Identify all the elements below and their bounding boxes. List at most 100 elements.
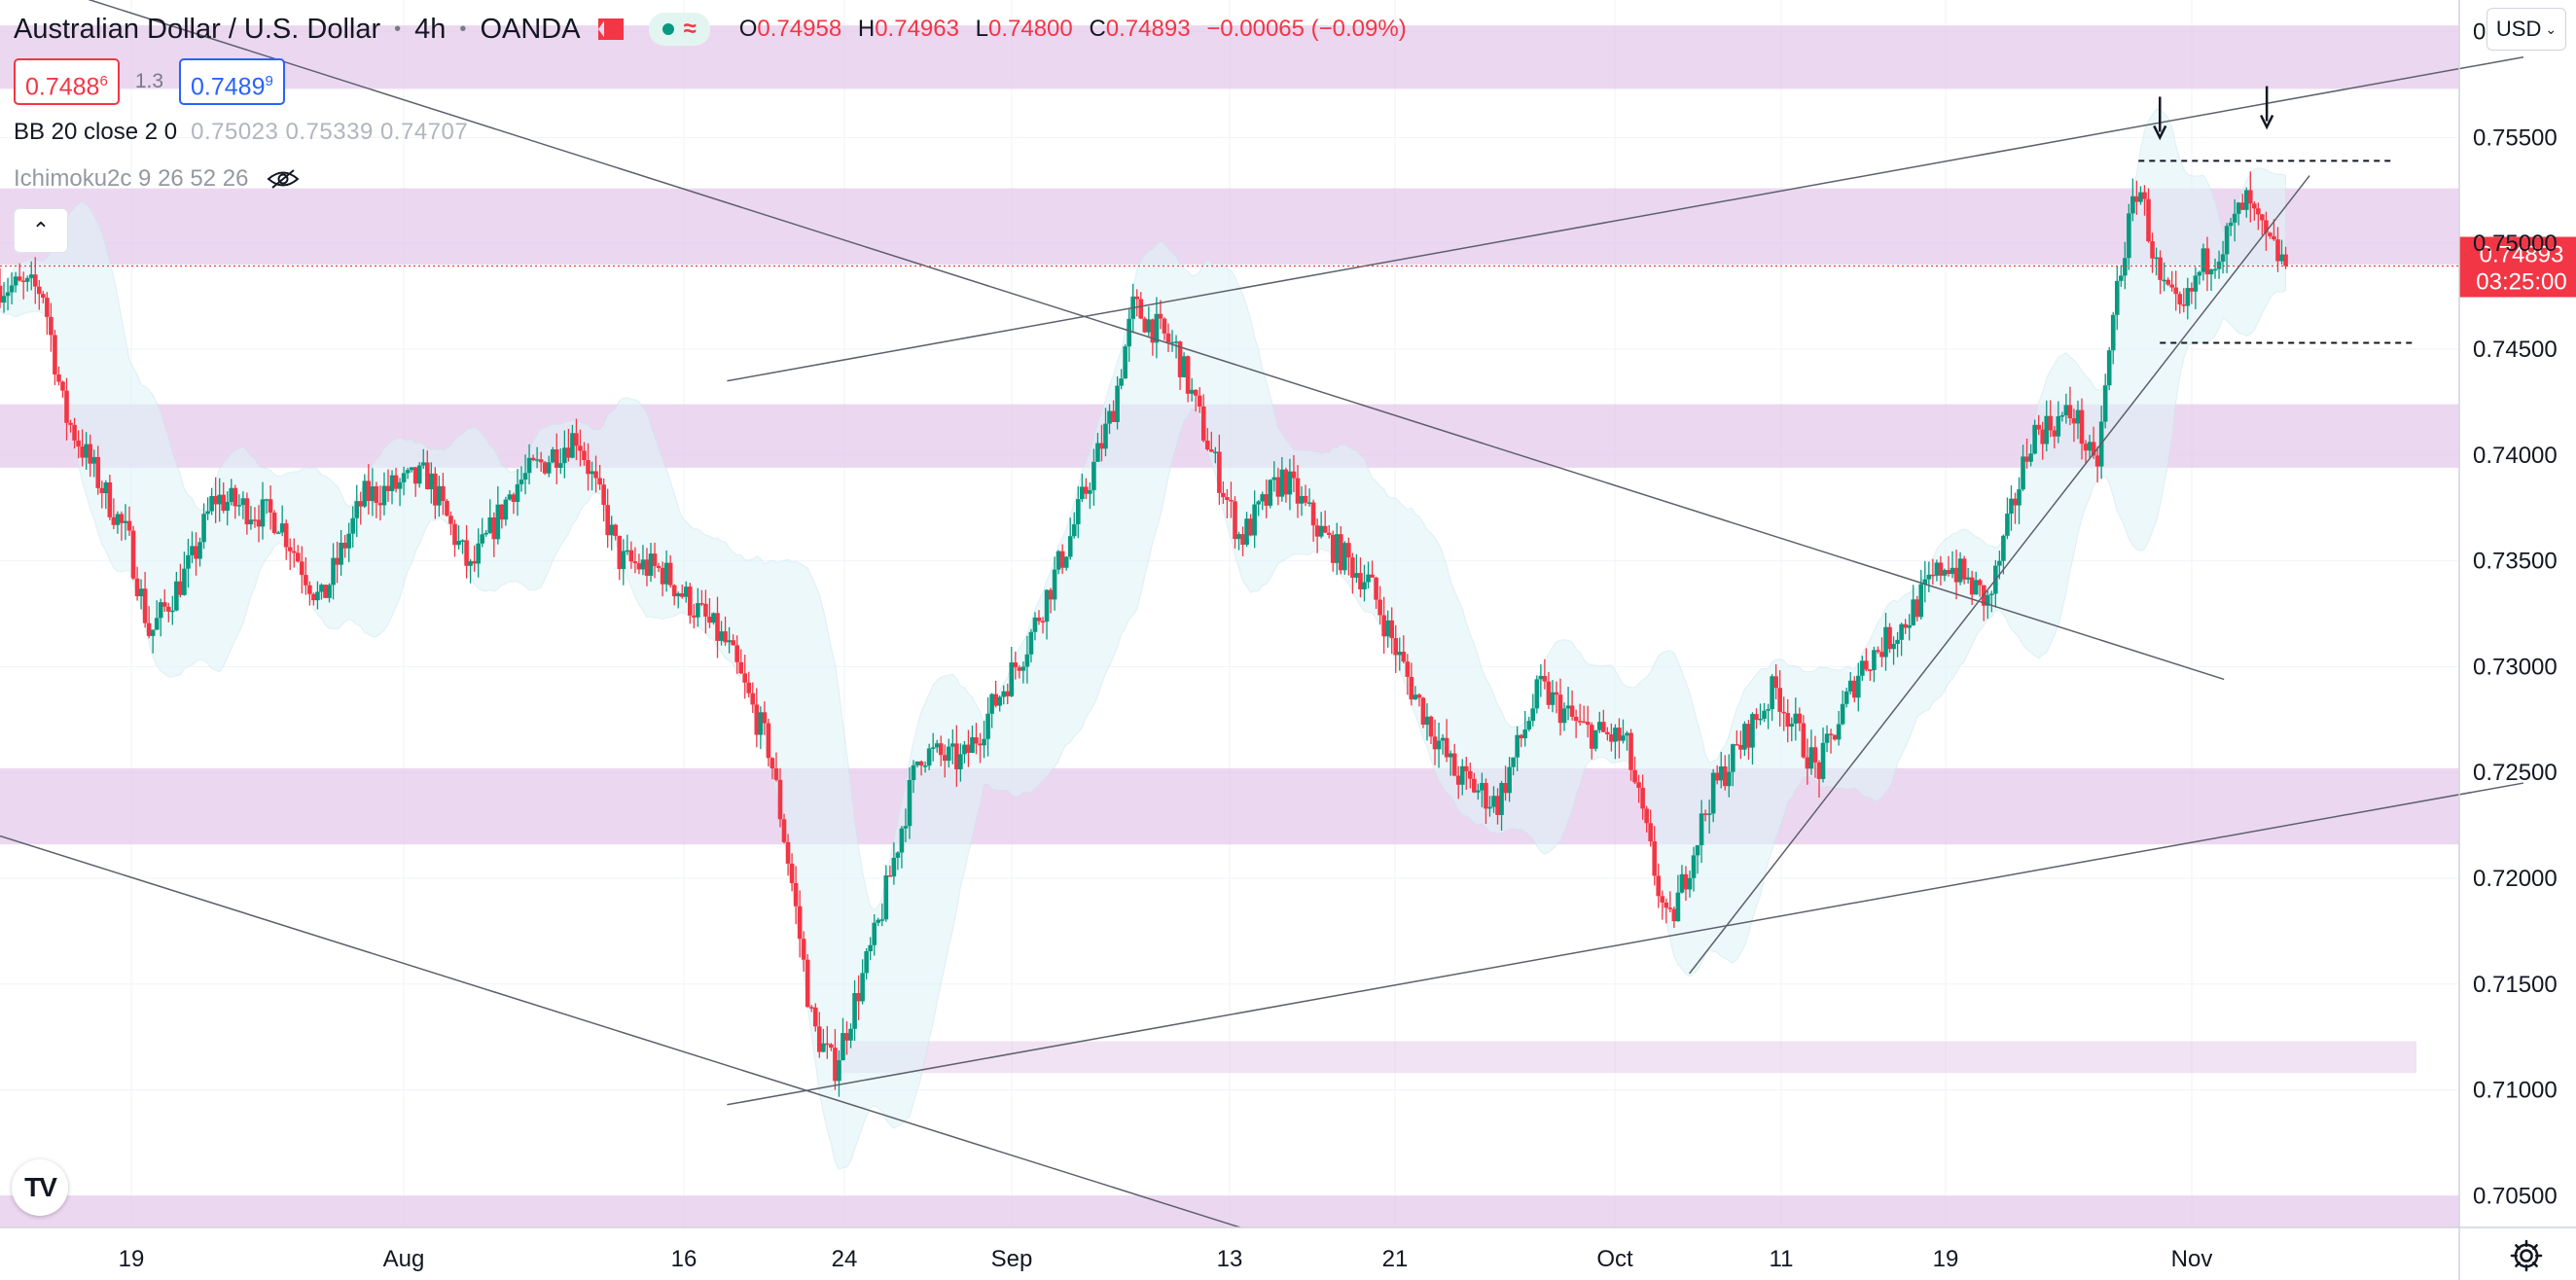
- market-status-pill[interactable]: ≈: [648, 13, 710, 46]
- candle: [574, 418, 579, 461]
- candle: [586, 443, 590, 491]
- price-zone: [834, 1041, 2417, 1074]
- close-value: 0.74893: [1105, 16, 1191, 42]
- candle: [1918, 569, 1924, 620]
- candle: [1103, 408, 1108, 457]
- candle: [1907, 614, 1912, 641]
- candle: [1476, 783, 1481, 800]
- candle: [480, 517, 485, 548]
- symbol-title[interactable]: Australian Dollar / U.S. Dollar: [14, 13, 381, 45]
- candle: [1169, 330, 1175, 352]
- candle: [934, 739, 940, 753]
- candle: [2228, 217, 2234, 236]
- candle: [2177, 291, 2183, 314]
- candle: [2200, 243, 2206, 281]
- candle: [1420, 696, 1426, 729]
- candle: [1440, 733, 1446, 755]
- candle: [1177, 340, 1183, 390]
- bb-indicator-legend[interactable]: BB 20 close 2 0 0.75023 0.75339 0.74707: [14, 119, 468, 146]
- candle: [437, 476, 442, 517]
- candle: [271, 510, 277, 535]
- candle: [742, 655, 748, 699]
- buy-price-button[interactable]: 0.74899: [179, 58, 285, 105]
- candle: [593, 455, 598, 493]
- candle: [1264, 479, 1270, 518]
- candle: [1, 281, 7, 313]
- candle: [907, 766, 912, 839]
- candle: [2127, 203, 2131, 270]
- candle: [1762, 702, 1767, 723]
- candle: [1185, 355, 1191, 403]
- ohlc-values: O0.74958 H0.74963 L0.74800 C0.74893 −0.0…: [738, 16, 1407, 42]
- candle: [926, 743, 932, 770]
- candle: [821, 1028, 826, 1052]
- candle: [213, 477, 218, 523]
- candle: [1699, 800, 1704, 864]
- candle: [315, 581, 320, 610]
- candle: [291, 538, 297, 568]
- time-tick-label: Aug: [383, 1246, 425, 1272]
- candle: [750, 682, 756, 713]
- broker-label[interactable]: OANDA: [480, 13, 581, 45]
- flag-icon[interactable]: [597, 18, 624, 40]
- eye-crossed-icon[interactable]: [266, 168, 300, 190]
- candle: [460, 539, 465, 554]
- candle: [1080, 473, 1085, 502]
- candle: [566, 428, 571, 462]
- candle: [1119, 369, 1124, 390]
- candle: [805, 954, 810, 1008]
- candle: [1405, 654, 1411, 695]
- candle: [891, 841, 897, 885]
- candle: [1306, 488, 1312, 507]
- candle: [1754, 708, 1759, 729]
- candle: [789, 853, 795, 892]
- candle: [1930, 558, 1936, 586]
- candle: [2272, 219, 2276, 241]
- candlesticks: [0, 171, 2288, 1097]
- sell-price-button[interactable]: 0.74886: [14, 58, 120, 105]
- candle: [1271, 461, 1277, 492]
- candle: [2075, 400, 2081, 440]
- candle: [613, 523, 619, 541]
- candle: [1801, 715, 1807, 760]
- candle: [335, 541, 340, 584]
- candle: [1244, 512, 1249, 548]
- candle: [2260, 213, 2265, 235]
- candle: [91, 449, 97, 478]
- candle: [32, 257, 38, 304]
- tradingview-logo[interactable]: TV: [12, 1159, 68, 1216]
- candle: [644, 548, 650, 587]
- candle: [268, 485, 273, 530]
- candle: [640, 545, 646, 576]
- bollinger-bands: [0, 108, 2287, 1170]
- currency-selector[interactable]: USD ⌄: [2487, 8, 2566, 51]
- candle: [441, 473, 446, 516]
- interval-label[interactable]: 4h: [414, 13, 447, 45]
- candle: [2150, 232, 2155, 273]
- collapse-legend-button[interactable]: ⌃: [14, 208, 68, 253]
- price-zone: [0, 1195, 2459, 1227]
- candle: [895, 851, 901, 871]
- candle: [762, 701, 768, 735]
- time-tick-label: 13: [1217, 1246, 1243, 1272]
- candle: [727, 626, 732, 654]
- candle: [2204, 236, 2210, 292]
- candle: [1542, 658, 1548, 690]
- candle: [841, 1017, 845, 1061]
- candle: [138, 579, 144, 610]
- gear-icon[interactable]: [2508, 1237, 2545, 1274]
- last-price-text: 0.74893: [2480, 242, 2564, 268]
- candle: [1484, 778, 1488, 825]
- candle: [1914, 595, 1920, 622]
- candle: [1864, 648, 1869, 672]
- candle: [942, 744, 948, 778]
- candle: [20, 271, 26, 300]
- ichimoku-indicator-legend[interactable]: Ichimoku2c 9 26 52 26: [14, 165, 300, 193]
- candle: [1127, 307, 1131, 362]
- candle: [1530, 693, 1536, 727]
- candle: [1017, 664, 1022, 679]
- candle: [856, 975, 861, 1020]
- candle: [723, 616, 728, 646]
- candle: [852, 979, 857, 1042]
